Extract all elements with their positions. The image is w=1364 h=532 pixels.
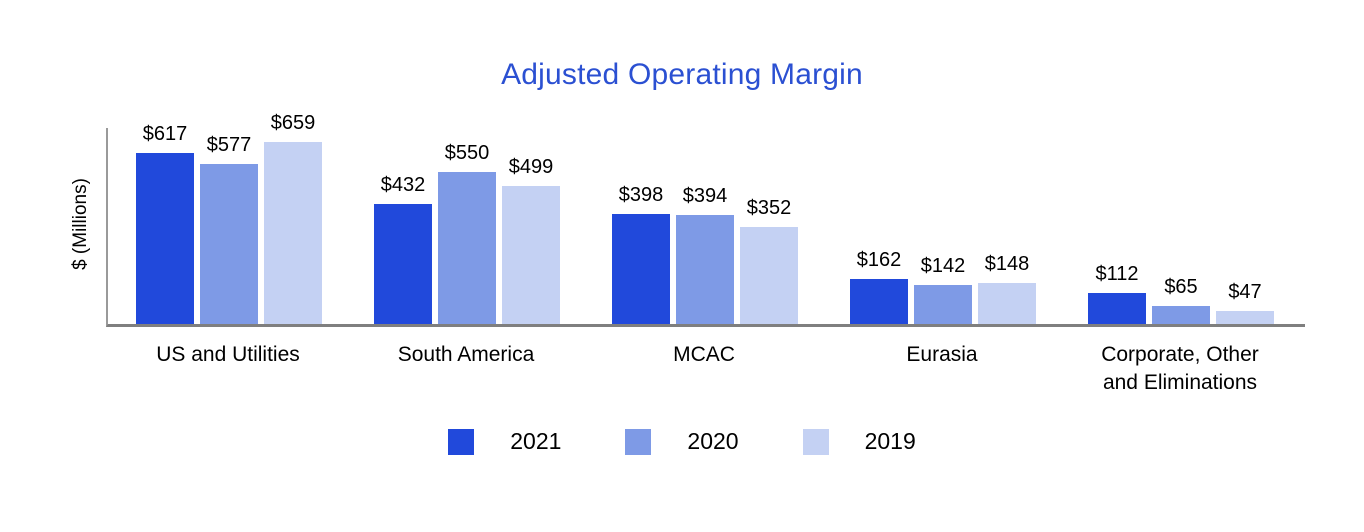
bar-slot: $162 [850,128,908,324]
bar-2019 [740,227,798,324]
bar-value-label: $352 [746,197,792,219]
bar-slot: $394 [676,128,734,324]
bar-value-label: $142 [920,255,966,277]
bar-2020 [200,164,258,324]
bar-group: $112 $65 $47 [1088,128,1274,324]
bar-value-label: $112 [1095,263,1139,285]
bar-slot: $47 [1216,128,1274,324]
category-label: MCAC [673,343,735,366]
bar-value-label: $432 [380,174,426,196]
bar-slot: $148 [978,128,1036,324]
legend-swatch-icon [448,428,475,455]
legend-swatch-icon [625,428,652,455]
bar-value-label: $659 [270,112,316,134]
bar-2021 [374,204,432,324]
bar-slot: $112 [1088,128,1146,324]
bar-slot: $432 [374,128,432,324]
bar-slot: $398 [612,128,670,324]
bar-group: $617 $577 $659 [136,112,322,324]
y-axis-label: $ (Millions) [70,178,91,270]
chart-title: Adjusted Operating Margin [501,58,863,91]
legend-label: 2019 [864,428,916,454]
legend-item: 2020 [625,428,739,455]
bar-slot: $65 [1152,128,1210,324]
bar-value-label: $162 [856,249,902,271]
bar-value-label: $577 [206,134,252,156]
legend-swatch-icon [802,428,829,455]
bar-slot: $577 [200,128,258,324]
bar-value-label: $398 [618,184,664,206]
category-label: South America [397,343,535,366]
bar-slot: $659 [264,112,322,324]
category-label: Corporate, Other and Eliminations [1101,343,1259,395]
category-label: Eurasia [906,343,978,366]
legend-item: 2019 [802,428,916,455]
bar-2021 [612,214,670,324]
bar-slot: $142 [914,128,972,324]
legend-label: 2020 [687,428,739,454]
legend: 2021 2020 2019 [0,428,1364,455]
bar-slot: $352 [740,128,798,324]
bar-value-label: $550 [444,142,490,164]
bar-2019 [502,186,560,324]
bar-group: $162 $142 $148 [850,128,1036,324]
bar-group: $398 $394 $352 [612,128,798,324]
bar-2019 [978,283,1036,324]
bar-2020 [914,285,972,324]
bar-value-label: $394 [682,185,728,207]
bar-2021 [136,153,194,324]
bar-value-label: $499 [508,156,554,178]
bar-2019 [264,142,322,324]
bar-slot: $617 [136,123,194,324]
bar-value-label: $47 [1228,281,1262,303]
category-label: US and Utilities [156,343,300,366]
bar-group: $432 $550 $499 [374,128,560,324]
legend-item: 2021 [448,428,561,455]
bar-2021 [1088,293,1146,324]
bar-value-label: $65 [1164,276,1198,298]
bar-2020 [438,172,496,324]
bar-slot: $499 [502,128,560,324]
legend-label: 2021 [510,428,562,454]
bar-value-label: $148 [984,253,1030,275]
bar-2019 [1216,311,1274,324]
bar-value-label: $617 [142,123,188,145]
bar-2021 [850,279,908,324]
bar-2020 [1152,306,1210,324]
bar-2020 [676,215,734,324]
plot-area: $617 $577 $659 $432 $550 $499 $398 $394 $352 $162… [106,112,1305,327]
bar-slot: $550 [438,128,496,324]
